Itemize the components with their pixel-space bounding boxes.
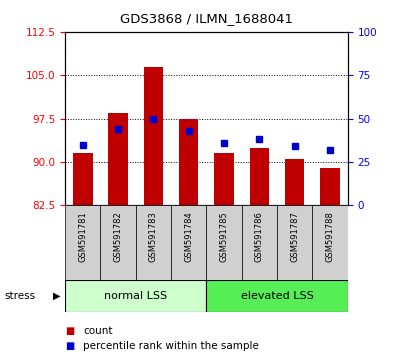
Bar <box>100 205 136 280</box>
Bar <box>206 280 348 312</box>
Bar <box>136 205 171 280</box>
Bar <box>65 205 100 280</box>
Text: stress: stress <box>4 291 35 301</box>
Bar <box>108 113 128 205</box>
Text: ■: ■ <box>65 341 74 351</box>
Bar <box>250 148 269 205</box>
Text: GSM591788: GSM591788 <box>325 211 335 262</box>
Text: GSM591787: GSM591787 <box>290 211 299 262</box>
Bar <box>144 67 163 205</box>
Bar <box>206 205 242 280</box>
Text: elevated LSS: elevated LSS <box>241 291 313 301</box>
Text: GSM591781: GSM591781 <box>78 211 87 262</box>
Bar <box>179 119 198 205</box>
Bar <box>320 168 340 205</box>
Text: normal LSS: normal LSS <box>104 291 167 301</box>
Text: GSM591782: GSM591782 <box>114 211 122 262</box>
Text: ▶: ▶ <box>53 291 61 301</box>
Text: GSM591785: GSM591785 <box>220 211 229 262</box>
Text: GSM591786: GSM591786 <box>255 211 264 262</box>
Bar <box>285 159 305 205</box>
Text: count: count <box>83 326 113 336</box>
Bar <box>277 205 312 280</box>
Text: percentile rank within the sample: percentile rank within the sample <box>83 341 259 351</box>
Bar <box>214 153 234 205</box>
Bar <box>65 280 206 312</box>
Bar <box>312 205 348 280</box>
Bar <box>242 205 277 280</box>
Bar <box>73 153 92 205</box>
Text: GDS3868 / ILMN_1688041: GDS3868 / ILMN_1688041 <box>120 12 293 25</box>
Text: GSM591784: GSM591784 <box>184 211 193 262</box>
Text: ■: ■ <box>65 326 74 336</box>
Text: GSM591783: GSM591783 <box>149 211 158 262</box>
Bar <box>171 205 206 280</box>
